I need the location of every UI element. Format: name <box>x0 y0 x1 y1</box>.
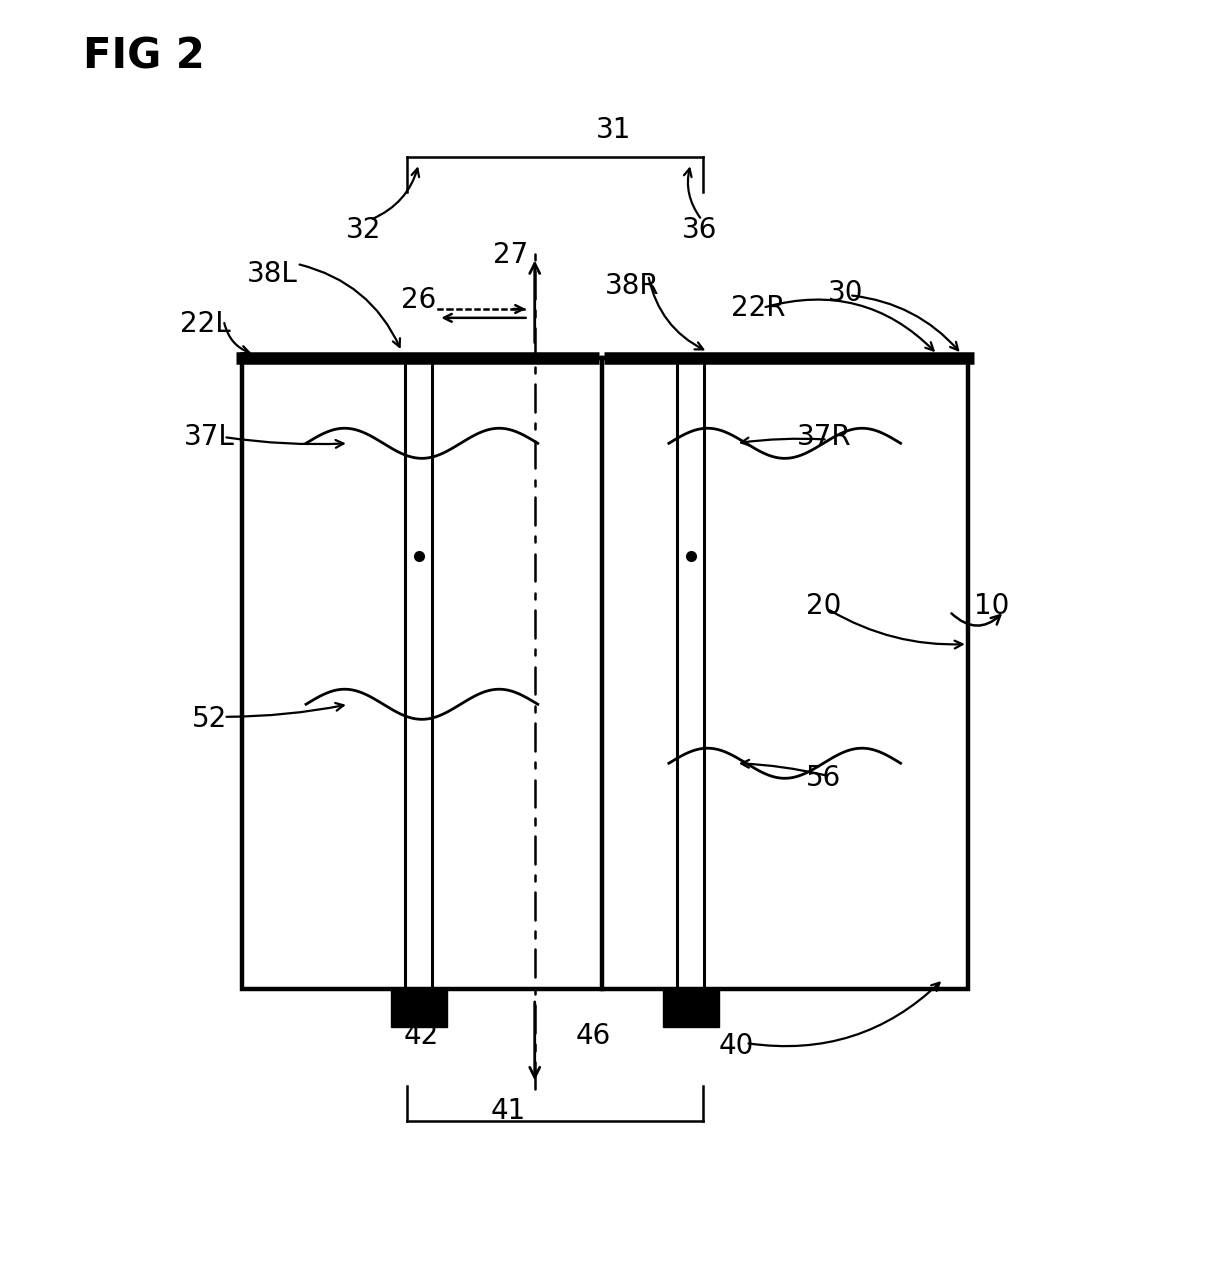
Text: FIG 2: FIG 2 <box>84 35 205 78</box>
Text: 38R: 38R <box>605 273 659 301</box>
Text: 52: 52 <box>192 705 227 734</box>
Bar <box>391 989 447 1027</box>
Text: 37R: 37R <box>797 423 851 451</box>
Text: 30: 30 <box>828 279 863 307</box>
Text: 10: 10 <box>974 592 1009 620</box>
Text: 20: 20 <box>806 592 841 620</box>
Text: 38L: 38L <box>247 260 298 288</box>
Text: 41: 41 <box>490 1096 526 1125</box>
Text: 42: 42 <box>404 1022 438 1050</box>
Text: 36: 36 <box>682 216 717 244</box>
Text: 32: 32 <box>346 216 382 244</box>
Text: 22R: 22R <box>731 294 785 322</box>
Bar <box>663 989 718 1027</box>
Text: 56: 56 <box>806 764 841 792</box>
Text: 40: 40 <box>718 1032 754 1060</box>
Text: 31: 31 <box>597 116 631 144</box>
Text: 27: 27 <box>492 241 528 269</box>
Text: 46: 46 <box>576 1022 610 1050</box>
Text: 26: 26 <box>402 287 436 314</box>
Text: 37L: 37L <box>184 423 235 451</box>
Text: 22L: 22L <box>181 311 231 338</box>
Bar <box>242 357 968 989</box>
